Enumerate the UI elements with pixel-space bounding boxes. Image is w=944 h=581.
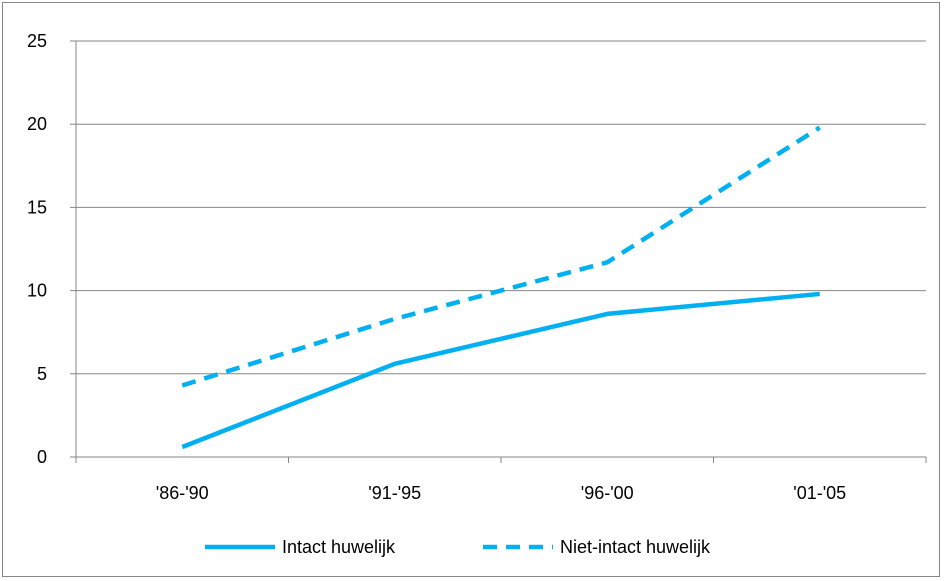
x-tick-labels: '86-'90 '91-'95 '96-'00 '01-'05 <box>156 483 846 503</box>
x-tick-label: '96-'00 <box>581 483 634 503</box>
y-tick-label: 5 <box>37 364 47 384</box>
x-tick-label: '91-'95 <box>368 483 421 503</box>
axes <box>70 40 927 463</box>
y-tick-label: 10 <box>27 281 47 301</box>
series-lines <box>181 125 821 450</box>
series-line-intact <box>181 291 820 450</box>
y-tick-label: 0 <box>37 447 47 467</box>
y-tick-label: 20 <box>27 114 47 134</box>
y-tick-label: 15 <box>27 197 47 217</box>
legend-label-intact: Intact huwelijk <box>282 537 396 557</box>
legend-label-niet-intact: Niet-intact huwelijk <box>560 537 711 557</box>
series-line-niet-intact <box>181 125 821 388</box>
x-tick-label: '86-'90 <box>156 483 209 503</box>
legend: Intact huwelijk Niet-intact huwelijk <box>205 537 711 557</box>
x-tick-label: '01-'05 <box>793 483 846 503</box>
gridlines <box>76 40 926 375</box>
y-tick-label: 25 <box>27 31 47 51</box>
y-tick-labels: 0 5 10 15 20 25 <box>27 31 47 467</box>
